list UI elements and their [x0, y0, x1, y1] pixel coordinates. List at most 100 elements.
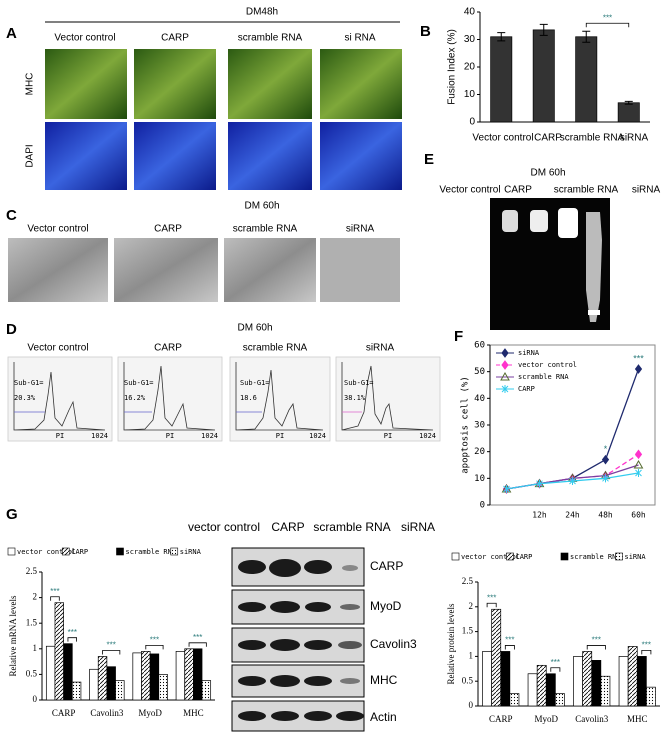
y-tick-label: 10 — [474, 474, 485, 484]
subg1-value: 38.1% — [344, 394, 366, 402]
legend-label: vector control — [17, 548, 76, 556]
x-tick-label: CARP — [489, 714, 513, 724]
significance-label: *** — [107, 641, 116, 650]
y-tick-label: 2.5 — [462, 576, 474, 586]
column-label: siRNA — [401, 520, 435, 534]
column-label: si RNA — [344, 33, 375, 44]
y-axis-title: apoptosis cell (%) — [461, 376, 471, 474]
subg1-label: Sub-G1= — [240, 379, 270, 387]
bar — [536, 664, 547, 707]
legend-marker — [501, 348, 509, 358]
legend-label: siRNA — [625, 553, 647, 561]
bar — [106, 666, 116, 701]
legend-label: siRNA — [180, 548, 202, 556]
legend-label: vector control — [518, 361, 577, 369]
panel-letter: F — [454, 328, 463, 345]
significance-bracket — [586, 645, 606, 650]
x-tick-label: scramble RNA — [560, 133, 625, 144]
y-tick-label: 20 — [464, 62, 476, 73]
legend-label: CARP — [71, 548, 88, 556]
significance-bracket — [504, 645, 515, 650]
legend-label: scramble RNA — [126, 548, 177, 556]
panel-title: DM 60h — [244, 201, 279, 212]
row-label: MHC — [370, 673, 398, 687]
row-label: Actin — [370, 710, 397, 724]
y-tick-label: 2.5 — [26, 566, 38, 576]
subg1-label: Sub-G1= — [124, 379, 154, 387]
y-tick-label: 50 — [474, 367, 485, 377]
significance-bracket — [188, 642, 207, 647]
legend-swatch — [506, 552, 514, 561]
micrographs — [45, 49, 402, 190]
y-tick-label: 0 — [33, 694, 38, 704]
column-label: scramble RNA — [233, 224, 298, 235]
y-tick-label: 20 — [474, 447, 485, 457]
legend-marker — [500, 371, 510, 381]
bar — [201, 680, 212, 701]
subg1-value: 16.2% — [124, 394, 146, 402]
legend-swatch — [560, 552, 569, 561]
y-tick-label: 1 — [33, 643, 38, 653]
marker — [634, 364, 643, 374]
x-tick-label: siRNA — [620, 133, 649, 144]
error-bar — [539, 23, 548, 36]
column-label: CARP — [154, 224, 182, 235]
row-label: MHC — [25, 73, 36, 96]
marker — [536, 479, 543, 488]
axis-label: PI — [56, 432, 64, 440]
x-tick-label: Cavolin3 — [90, 708, 123, 718]
column-label: Vector control — [439, 185, 500, 196]
panel-letter: D — [6, 321, 17, 338]
row-label: Cavolin3 — [370, 637, 417, 651]
bar — [132, 652, 142, 701]
bar — [573, 656, 583, 707]
bar — [545, 673, 556, 707]
x-tick-label: Cavolin3 — [575, 714, 608, 724]
y-tick-label: 2 — [469, 601, 474, 611]
marker — [633, 459, 644, 469]
y-tick-label: 0.5 — [26, 668, 38, 678]
axis-max: 1024 — [91, 432, 108, 440]
bar — [527, 673, 538, 707]
gel-image — [490, 198, 610, 330]
column-label: Vector control — [27, 343, 88, 354]
x-tick-label: CARP — [534, 133, 562, 144]
bar — [627, 646, 638, 707]
significance-label: *** — [633, 353, 644, 363]
y-tick-label: 2 — [33, 592, 38, 602]
y-axis-title: Relative mRNA levels — [8, 595, 18, 676]
bar — [491, 608, 502, 707]
bar — [97, 656, 108, 701]
significance-bracket — [585, 22, 630, 28]
x-tick-label: 24h — [565, 511, 580, 520]
x-tick-label: MHC — [183, 708, 204, 718]
y-tick-label: 40 — [474, 394, 485, 404]
significance-label: *** — [603, 13, 612, 22]
axis-label: PI — [166, 432, 174, 440]
y-tick-label: 60 — [474, 341, 485, 351]
y-tick-label: 0 — [480, 501, 485, 511]
legend-swatch — [116, 547, 124, 556]
column-label: CARP — [161, 33, 189, 44]
axis-label: PI — [276, 432, 284, 440]
axis-max: 1024 — [201, 432, 218, 440]
bar — [158, 674, 168, 701]
x-tick-label: 12h — [532, 511, 547, 520]
legend-label: scramble RNA — [570, 553, 621, 561]
bar — [554, 693, 565, 707]
bar — [645, 686, 656, 707]
significance-bracket — [486, 602, 497, 608]
marker — [634, 449, 643, 460]
significance-label: *** — [68, 628, 77, 637]
legend-marker — [501, 385, 509, 393]
y-tick-label: 0 — [469, 700, 474, 710]
row-label: CARP — [370, 559, 403, 573]
legend-marker — [501, 360, 509, 370]
column-label: scramble RNA — [554, 185, 619, 196]
micrographs — [8, 238, 400, 302]
subg1-value: 18.6 — [240, 394, 257, 402]
bar — [600, 675, 611, 707]
bar — [636, 656, 647, 707]
x-tick-label: MHC — [627, 714, 648, 724]
significance-label: *** — [505, 636, 514, 645]
